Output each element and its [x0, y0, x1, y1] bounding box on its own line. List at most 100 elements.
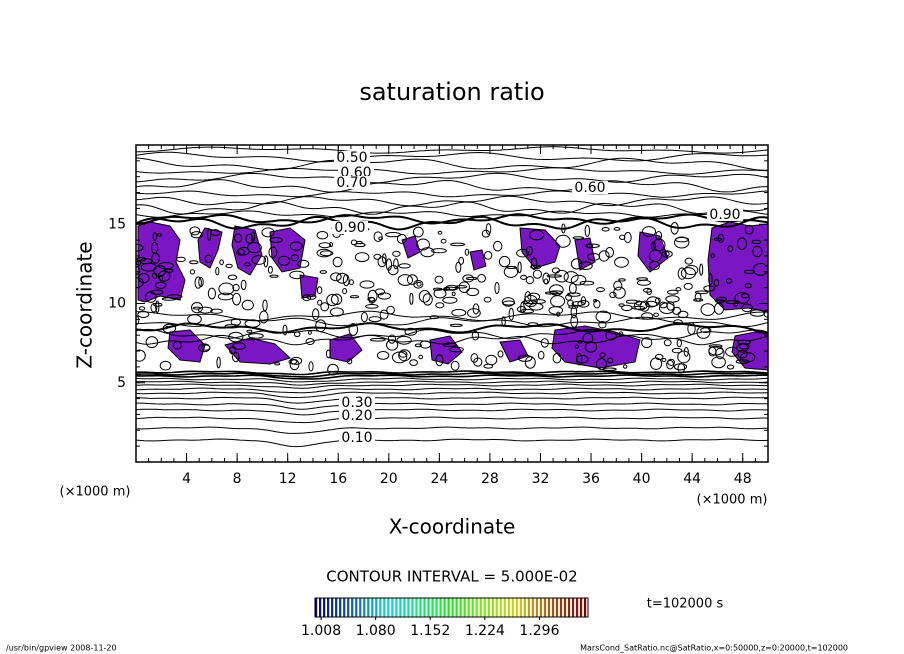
colorbar-stripe	[479, 598, 482, 617]
contour-line	[152, 232, 158, 241]
x-axis-label: X-coordinate	[389, 515, 516, 539]
contour-line	[207, 228, 212, 241]
contour-line	[136, 195, 768, 207]
colorbar-stripe	[515, 598, 518, 617]
contour-line	[297, 259, 310, 268]
contour-label-bg	[339, 396, 375, 409]
contour-line	[204, 254, 213, 264]
contour-line	[136, 387, 768, 394]
contour-line	[473, 357, 483, 367]
y-tick-label: 15	[108, 216, 126, 232]
colorbar-stripe	[351, 598, 354, 617]
contour-line	[751, 239, 762, 245]
contour-line	[218, 282, 235, 296]
contour-line	[601, 227, 610, 232]
shaded-region	[401, 235, 421, 259]
contour-label-bg	[332, 221, 368, 234]
contour-line	[269, 274, 279, 278]
contour-line	[563, 271, 579, 284]
contour-line	[572, 236, 585, 240]
contour-line	[217, 292, 234, 301]
shaded-region	[519, 227, 561, 269]
colorbar-stripe	[411, 598, 414, 617]
contour-line	[596, 358, 607, 370]
contour-line	[570, 274, 587, 286]
contour-line	[646, 296, 660, 307]
contour-line	[136, 172, 768, 184]
contour-line	[289, 270, 305, 280]
colorbar-stripe	[327, 598, 330, 617]
contour-line	[267, 265, 273, 274]
contour-line	[485, 354, 498, 366]
contour-line	[164, 323, 178, 328]
contour-line	[192, 306, 202, 310]
contour-line	[636, 277, 649, 281]
contour-line	[524, 291, 532, 304]
contour-line	[593, 299, 598, 303]
colorbar-stripe	[359, 598, 362, 617]
contour-line	[420, 247, 435, 258]
contour-line	[145, 291, 157, 303]
contour-line	[382, 253, 387, 264]
contour-line	[613, 227, 621, 231]
contour-line	[136, 190, 768, 198]
colorbar-stripe	[535, 598, 539, 617]
contour-line	[136, 213, 768, 225]
contour-line	[194, 276, 202, 289]
x-tick-label: 40	[633, 471, 651, 487]
colorbar-stripe	[447, 598, 450, 617]
contour-line	[494, 282, 500, 294]
contour-line	[696, 326, 711, 339]
contour-line	[379, 309, 389, 320]
colorbar-stripe	[463, 598, 466, 617]
contour-line	[537, 350, 545, 360]
contour-line	[136, 315, 140, 326]
contour-line	[330, 272, 342, 282]
contour-line	[136, 383, 768, 389]
colorbar-stripe	[419, 598, 422, 617]
contour-line	[315, 319, 327, 333]
contour-label-bg	[339, 431, 375, 444]
colorbar-stripe	[499, 598, 502, 617]
contour-line	[726, 364, 735, 370]
contour-line	[677, 363, 686, 374]
contour-line	[136, 151, 768, 163]
footer-left: /usr/bin/gpview 2008-11-20	[6, 644, 117, 653]
contour-line	[442, 296, 458, 304]
contour-label: 0.50	[336, 150, 367, 166]
contour-line	[584, 341, 598, 353]
contour-line	[532, 269, 543, 279]
contour-line	[605, 330, 617, 341]
contour-line	[578, 261, 593, 271]
contour-line	[527, 322, 539, 328]
contour-line	[501, 316, 506, 327]
contour-line	[409, 292, 414, 305]
contour-label-bg	[338, 166, 374, 179]
contour-line	[136, 179, 768, 193]
contour-line	[710, 253, 715, 259]
contour-line	[664, 251, 670, 257]
contour-line	[136, 380, 768, 386]
colorbar-stripe	[551, 598, 555, 617]
contour-line	[435, 354, 444, 367]
colorbar-stripe	[487, 598, 490, 617]
colorbar-stripe	[559, 598, 563, 617]
contour-label-bg	[334, 151, 370, 164]
shaded-region	[469, 249, 487, 271]
contour-line	[735, 359, 750, 364]
colorbar-stripe	[323, 598, 326, 617]
colorbar-stripe	[475, 598, 478, 617]
contour-line	[555, 234, 571, 248]
contour-line	[156, 232, 162, 237]
colorbar-stripe	[443, 598, 446, 617]
colorbar-stripe	[575, 598, 579, 617]
contour-line	[443, 287, 451, 291]
colorbar-stripe	[343, 598, 346, 617]
contour-line	[528, 302, 544, 311]
x-tick-label: 16	[329, 471, 347, 487]
contour-line	[262, 299, 268, 312]
contour-line	[455, 285, 468, 289]
contour-label: 0.60	[574, 180, 605, 196]
contour-line	[556, 311, 561, 317]
contour-line	[520, 301, 525, 314]
